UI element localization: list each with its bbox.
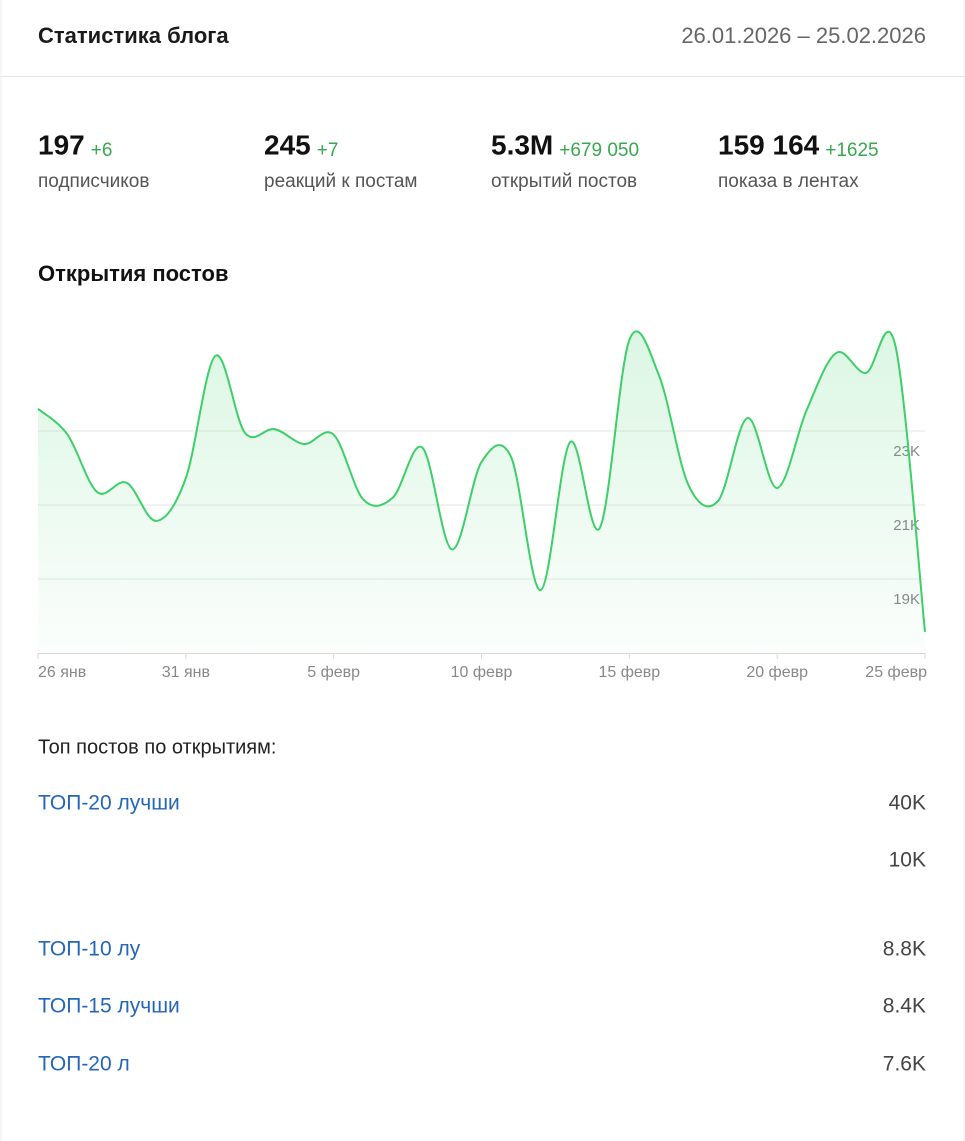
stat-value: 159 164: [718, 129, 820, 160]
x-tick-label: 20 февр: [746, 664, 808, 681]
stat-label: открытий постов: [491, 171, 637, 192]
post-link[interactable]: ТОП-10 лу: [38, 938, 141, 961]
x-tick-label: 25 февр: [865, 664, 927, 681]
x-tick-label: 5 февр: [307, 664, 360, 681]
top-posts-title: Топ постов по открытиям:: [38, 736, 276, 758]
post-opens: 40K: [889, 792, 926, 815]
x-tick-label: 26 янв: [38, 664, 86, 681]
post-opens: 7.6K: [883, 1053, 926, 1076]
stat-label: реакций к постам: [264, 171, 417, 192]
stat-delta: +7: [317, 140, 339, 161]
stat-value: 5.3M: [491, 129, 553, 160]
post-opens: 8.8K: [883, 938, 926, 961]
chart-title: Открытия постов: [38, 261, 229, 286]
line: [37, 330, 926, 633]
page-title: Статистика блога: [38, 23, 229, 48]
date-range: 26.01.2026 – 25.02.2026: [681, 23, 926, 48]
area-fill: [38, 331, 925, 653]
x-tick-label: 15 февр: [598, 664, 660, 681]
stat-delta: +6: [91, 140, 113, 161]
post-link[interactable]: ТОП-15 лучши: [38, 995, 180, 1018]
post-opens: 10K: [889, 849, 926, 872]
stat-delta: +679 050: [559, 140, 639, 161]
stat-delta: +1625: [825, 140, 878, 161]
x-tick-label: 31 янв: [162, 664, 210, 681]
stat-label: подписчиков: [38, 171, 149, 192]
x-tick-label: 10 февр: [451, 664, 513, 681]
stat-value: 245: [264, 129, 311, 160]
post-opens: 8.4K: [883, 995, 926, 1018]
post-link[interactable]: ТОП-20 лучши: [38, 792, 180, 815]
stat-value: 197: [38, 129, 85, 160]
post-link[interactable]: ТОП-20 л: [38, 1053, 130, 1076]
stat-label: показа в лентах: [718, 171, 859, 192]
